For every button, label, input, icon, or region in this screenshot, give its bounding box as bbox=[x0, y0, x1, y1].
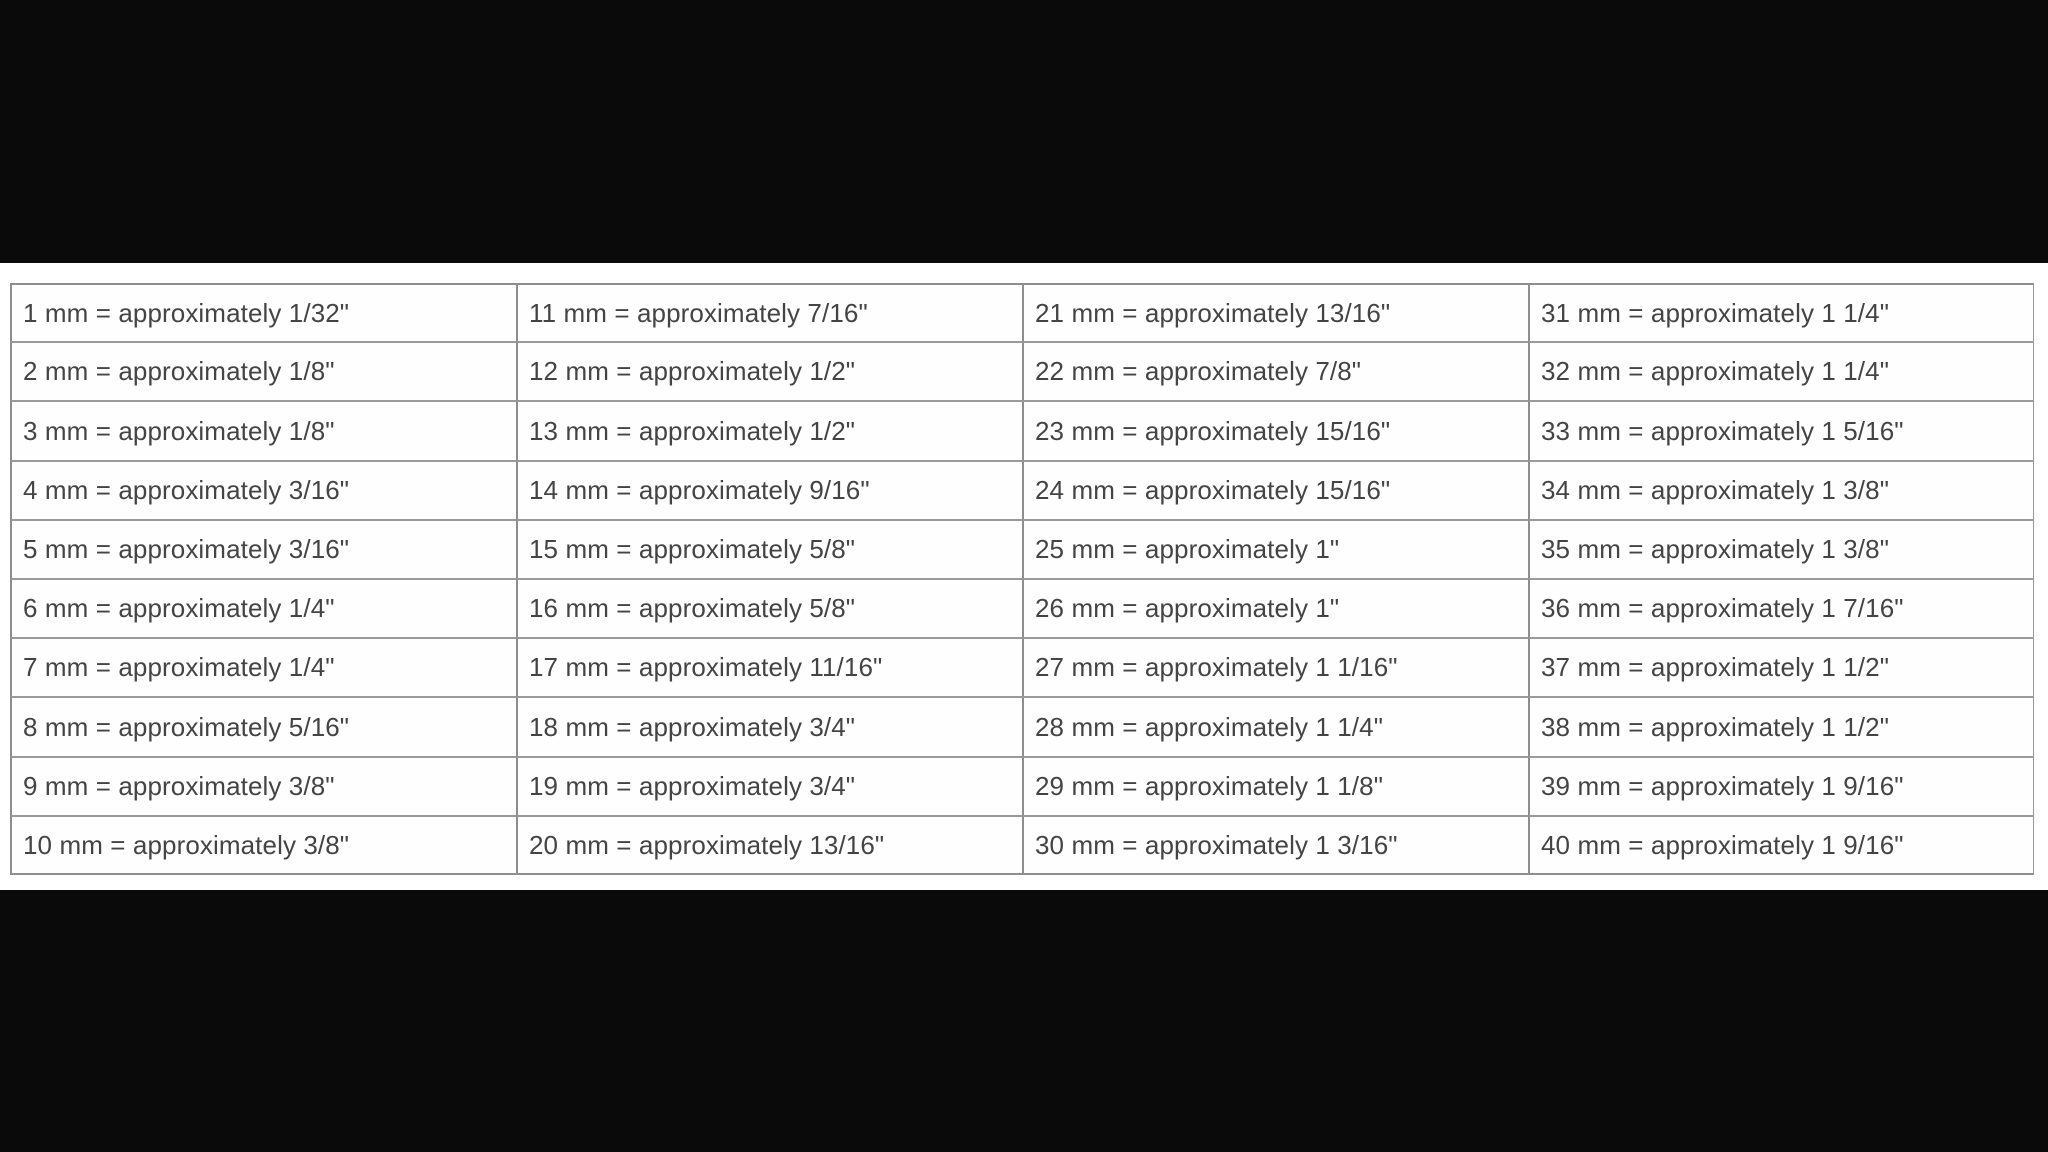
table-cell: 40 mm = approximately 1 9/16" bbox=[1528, 815, 2034, 875]
table-row: 2 mm = approximately 1/8" 12 mm = approx… bbox=[10, 342, 2034, 402]
table-cell: 9 mm = approximately 3/8" bbox=[10, 756, 516, 816]
table-cell: 12 mm = approximately 1/2" bbox=[516, 342, 1022, 402]
table-cell: 6 mm = approximately 1/4" bbox=[10, 578, 516, 639]
table-row: 9 mm = approximately 3/8" 19 mm = approx… bbox=[10, 756, 2034, 816]
table-cell: 26 mm = approximately 1" bbox=[1022, 578, 1528, 639]
table-row: 7 mm = approximately 1/4" 17 mm = approx… bbox=[10, 638, 2034, 698]
conversion-table-container: 1 mm = approximately 1/32" 11 mm = appro… bbox=[10, 283, 2034, 875]
table-row: 6 mm = approximately 1/4" 16 mm = approx… bbox=[10, 578, 2034, 639]
table-cell: 33 mm = approximately 1 5/16" bbox=[1528, 401, 2034, 461]
table-cell: 27 mm = approximately 1 1/16" bbox=[1022, 638, 1528, 698]
table-row: 5 mm = approximately 3/16" 15 mm = appro… bbox=[10, 519, 2034, 579]
table-cell: 19 mm = approximately 3/4" bbox=[516, 756, 1022, 816]
table-cell: 24 mm = approximately 15/16" bbox=[1022, 460, 1528, 520]
table-cell: 28 mm = approximately 1 1/4" bbox=[1022, 697, 1528, 757]
table-row: 4 mm = approximately 3/16" 14 mm = appro… bbox=[10, 460, 2034, 520]
table-cell: 34 mm = approximately 1 3/8" bbox=[1528, 460, 2034, 520]
table-cell: 36 mm = approximately 1 7/16" bbox=[1528, 578, 2034, 639]
table-cell: 29 mm = approximately 1 1/8" bbox=[1022, 756, 1528, 816]
table-cell: 17 mm = approximately 11/16" bbox=[516, 638, 1022, 698]
table-cell: 37 mm = approximately 1 1/2" bbox=[1528, 638, 2034, 698]
table-cell: 15 mm = approximately 5/8" bbox=[516, 519, 1022, 579]
table-cell: 18 mm = approximately 3/4" bbox=[516, 697, 1022, 757]
table-cell: 25 mm = approximately 1" bbox=[1022, 519, 1528, 579]
table-cell: 20 mm = approximately 13/16" bbox=[516, 815, 1022, 875]
table-cell: 7 mm = approximately 1/4" bbox=[10, 638, 516, 698]
table-cell: 23 mm = approximately 15/16" bbox=[1022, 401, 1528, 461]
table-cell: 30 mm = approximately 1 3/16" bbox=[1022, 815, 1528, 875]
table-cell: 13 mm = approximately 1/2" bbox=[516, 401, 1022, 461]
table-cell: 3 mm = approximately 1/8" bbox=[10, 401, 516, 461]
table-cell: 21 mm = approximately 13/16" bbox=[1022, 283, 1528, 343]
table-cell: 38 mm = approximately 1 1/2" bbox=[1528, 697, 2034, 757]
table-cell: 32 mm = approximately 1 1/4" bbox=[1528, 342, 2034, 402]
table-row: 1 mm = approximately 1/32" 11 mm = appro… bbox=[10, 283, 2034, 343]
table-cell: 14 mm = approximately 9/16" bbox=[516, 460, 1022, 520]
table-cell: 39 mm = approximately 1 9/16" bbox=[1528, 756, 2034, 816]
table-cell: 16 mm = approximately 5/8" bbox=[516, 578, 1022, 639]
table-body: 1 mm = approximately 1/32" 11 mm = appro… bbox=[10, 283, 2034, 875]
table-cell: 35 mm = approximately 1 3/8" bbox=[1528, 519, 2034, 579]
table-cell: 2 mm = approximately 1/8" bbox=[10, 342, 516, 402]
table-cell: 8 mm = approximately 5/16" bbox=[10, 697, 516, 757]
table-row: 8 mm = approximately 5/16" 18 mm = appro… bbox=[10, 697, 2034, 757]
table-row: 3 mm = approximately 1/8" 13 mm = approx… bbox=[10, 401, 2034, 461]
table-cell: 5 mm = approximately 3/16" bbox=[10, 519, 516, 579]
millimeter-to-inch-conversion-table: 1 mm = approximately 1/32" 11 mm = appro… bbox=[10, 283, 2034, 875]
table-cell: 11 mm = approximately 7/16" bbox=[516, 283, 1022, 343]
table-cell: 31 mm = approximately 1 1/4" bbox=[1528, 283, 2034, 343]
letterbox-top bbox=[0, 0, 2048, 263]
content-band: 1 mm = approximately 1/32" 11 mm = appro… bbox=[0, 263, 2048, 890]
table-cell: 4 mm = approximately 3/16" bbox=[10, 460, 516, 520]
table-cell: 1 mm = approximately 1/32" bbox=[10, 283, 516, 343]
letterbox-bottom bbox=[0, 890, 2048, 1152]
table-row: 10 mm = approximately 3/8" 20 mm = appro… bbox=[10, 815, 2034, 875]
table-cell: 10 mm = approximately 3/8" bbox=[10, 815, 516, 875]
table-cell: 22 mm = approximately 7/8" bbox=[1022, 342, 1528, 402]
